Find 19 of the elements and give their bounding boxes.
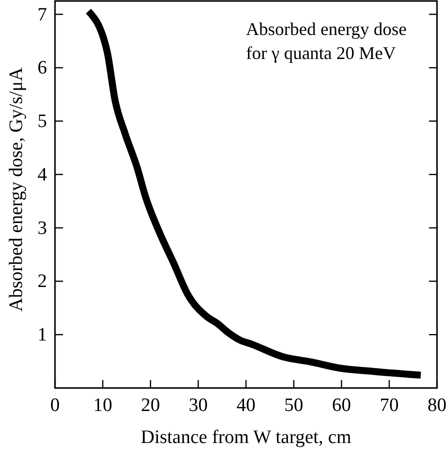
y-axis-title: Absorbed energy dose, Gy/s/μA [6, 67, 27, 312]
x-tick-label: 10 [93, 395, 112, 416]
x-tick-label: 70 [380, 395, 399, 416]
x-tick-label: 60 [332, 395, 351, 416]
x-tick-label: 80 [428, 395, 446, 416]
x-tick-label: 50 [284, 395, 304, 416]
y-tick-label: 7 [38, 4, 47, 26]
y-tick-label: 5 [38, 111, 47, 132]
y-tick-label: 1 [38, 324, 47, 346]
x-tick-label: 30 [188, 395, 208, 416]
x-tick-label: 0 [50, 395, 60, 416]
x-tick-label: 40 [236, 395, 256, 416]
y-tick-label: 2 [38, 271, 47, 292]
x-axis-title: Distance from W target, cm [140, 427, 352, 448]
y-tick-label: 6 [38, 58, 47, 79]
y-tick-label: 3 [38, 218, 47, 239]
x-tick-label: 20 [141, 395, 160, 416]
y-tick-label: 4 [38, 164, 48, 186]
annotation: Absorbed energy dose for γ quanta 20 MeV [246, 19, 407, 63]
